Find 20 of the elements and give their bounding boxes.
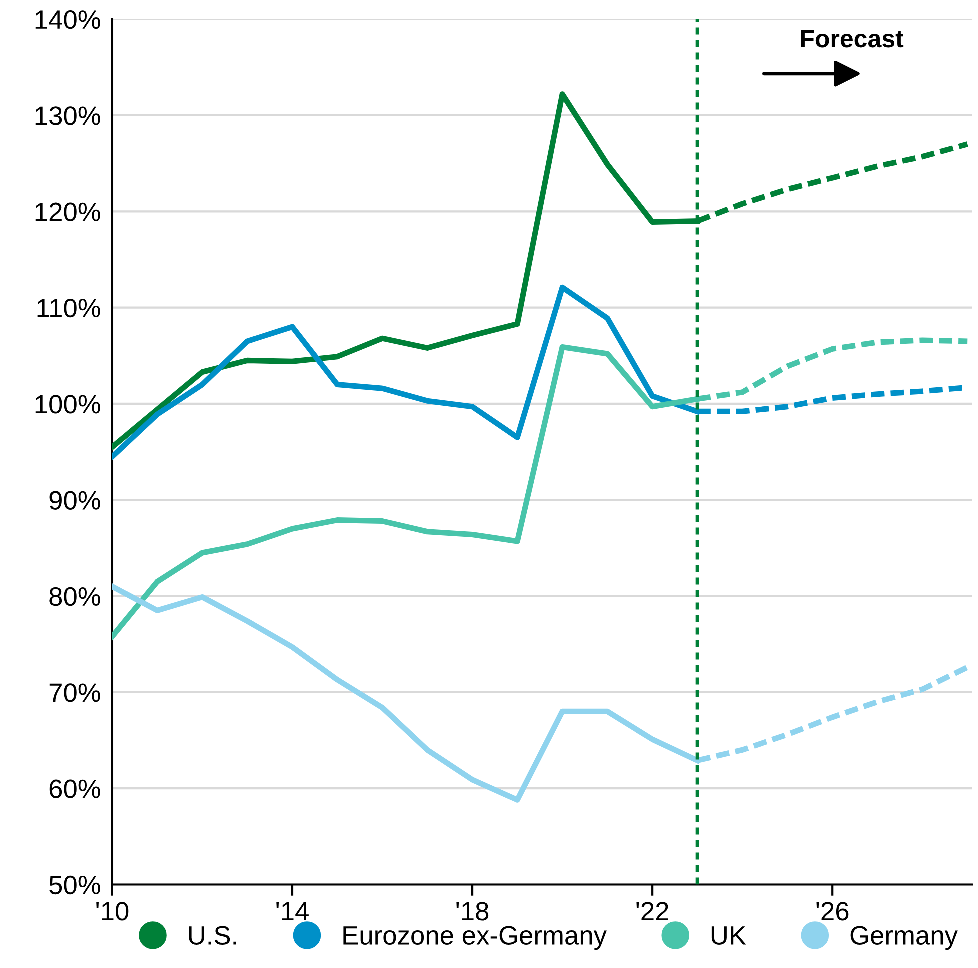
y-tick-label: 120% <box>36 202 100 222</box>
y-tick-label: 140% <box>36 10 100 30</box>
y-tick-label: 50% <box>50 876 100 895</box>
y-tick-label: 90% <box>50 491 100 510</box>
x-tick-label: '18 <box>456 902 489 921</box>
y-tick-label: 100% <box>36 395 100 414</box>
y-tick-label: 110% <box>38 298 100 318</box>
y-tick-label: 60% <box>50 780 100 798</box>
legend-label: Germany <box>850 926 958 950</box>
x-tick-label: '10 <box>96 902 129 921</box>
annotation: Forecast <box>801 30 904 48</box>
x-tick-label: '14 <box>276 902 309 921</box>
y-tick-label: 70% <box>50 684 100 702</box>
legend-label: UK <box>712 926 746 945</box>
legend-label: Eurozone ex-Germany <box>344 926 607 950</box>
legend-label: U.S. <box>189 926 236 945</box>
y-tick-label: 80% <box>50 587 100 606</box>
x-tick-label: '22 <box>636 902 668 921</box>
x-tick-label: '26 <box>816 902 849 921</box>
y-tick-label: 130% <box>36 106 100 126</box>
